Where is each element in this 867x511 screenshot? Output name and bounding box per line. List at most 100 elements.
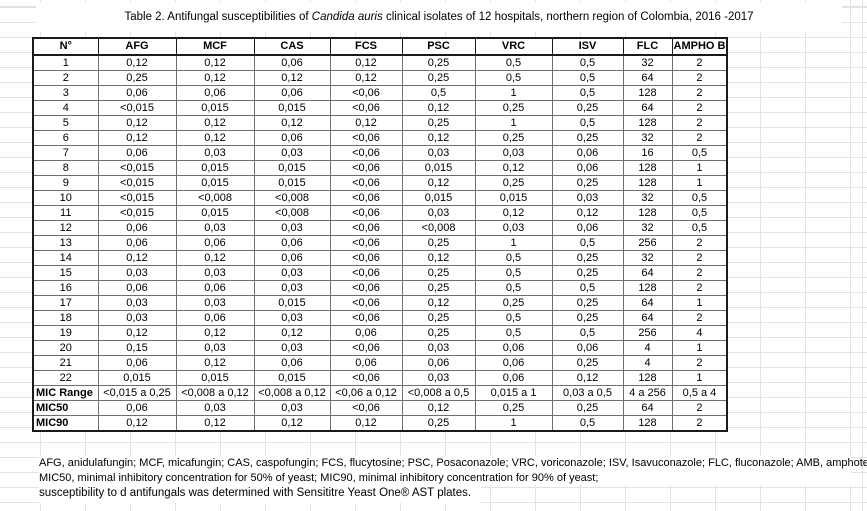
table-row: 17 0,03 0,03 0,015 <0,06 0,12 0,25 0,25 64 1 (32, 295, 728, 311)
mic-value-cell: 0,06 (97, 220, 177, 236)
mic-value-cell: 0,25 (474, 175, 553, 191)
mic-value-cell: 0,06 (97, 85, 177, 101)
mic-value-cell: 0,06 (253, 355, 331, 371)
mic-value-cell: 0,06 (551, 340, 624, 356)
column-header: N° (32, 37, 99, 56)
mic-value-cell: <0,06 (329, 100, 403, 116)
mic-value-cell: 0,06 (253, 85, 331, 101)
isolate-number-cell: 10 (32, 190, 99, 206)
mic-value-cell: 0,12 (401, 295, 476, 311)
mic-value-cell: 0,12 (253, 325, 331, 341)
mic-value-cell: 0,12 (401, 175, 476, 191)
isolate-number-cell: 18 (32, 310, 99, 326)
summary-value-cell: 0,5 (551, 415, 624, 432)
mic-value-cell: 0,06 (551, 220, 624, 236)
table-title-suffix: clinical isolates of 12 hospitals, north… (382, 11, 754, 23)
mic-value-cell: 2 (671, 85, 728, 101)
mic-value-cell: 32 (622, 190, 673, 206)
mic-value-cell: 0,015 (175, 370, 255, 386)
mic-value-cell: 0,06 (175, 310, 255, 326)
mic-value-cell: 0,015 (175, 100, 255, 116)
isolate-number-cell: 3 (32, 85, 99, 101)
mic-value-cell: 0,06 (474, 355, 553, 371)
mic-value-cell: 0,12 (401, 100, 476, 116)
isolate-number-cell: 22 (32, 370, 99, 386)
mic-value-cell: 0,25 (401, 70, 476, 86)
mic-value-cell: 32 (622, 220, 673, 236)
summary-value-cell: 2 (671, 400, 728, 416)
mic-value-cell: <0,008 (175, 190, 255, 206)
table-row: 4 <0,015 0,015 0,015 <0,06 0,12 0,25 0,25 64 2 (32, 100, 728, 116)
mic-value-cell: 0,06 (551, 145, 624, 161)
summary-value-cell: <0,06 (329, 400, 403, 416)
summary-value-cell: 0,03 (175, 400, 255, 416)
mic-value-cell: 0,12 (253, 70, 331, 86)
mic-value-cell: <0,06 (329, 205, 403, 221)
summary-row-label: MIC Range (32, 385, 99, 401)
mic-value-cell: <0,008 (401, 220, 476, 236)
mic-value-cell: 256 (622, 325, 673, 341)
mic-value-cell: 0,06 (253, 130, 331, 146)
mic-value-cell: <0,015 (97, 190, 177, 206)
isolate-number-cell: 19 (32, 325, 99, 341)
mic-value-cell: 0,25 (401, 235, 476, 251)
mic-value-cell: 0,5 (474, 250, 553, 266)
mic-value-cell: 0,015 (253, 100, 331, 116)
isolate-number-cell: 17 (32, 295, 99, 311)
column-header: ISV (551, 37, 624, 56)
mic-value-cell: 0,06 (253, 250, 331, 266)
mic-value-cell: 2 (671, 310, 728, 326)
mic-value-cell: <0,015 (97, 205, 177, 221)
mic-value-cell: <0,06 (329, 85, 403, 101)
mic-value-cell: 0,06 (474, 340, 553, 356)
mic-value-cell: 0,03 (175, 265, 255, 281)
mic-value-cell: 0,12 (401, 250, 476, 266)
mic-value-cell: 2 (671, 54, 728, 71)
mic-value-cell: 0,5 (551, 70, 624, 86)
table-row: 3 0,06 0,06 0,06 <0,06 0,5 1 0,5 128 2 (32, 85, 728, 101)
mic-value-cell: 1 (474, 235, 553, 251)
mic-value-cell: <0,06 (329, 265, 403, 281)
mic-value-cell: 128 (622, 370, 673, 386)
isolate-number-cell: 5 (32, 115, 99, 131)
mic-value-cell: 0,25 (551, 355, 624, 371)
mic-value-cell: 16 (622, 145, 673, 161)
isolate-number-cell: 1 (32, 54, 99, 71)
isolate-number-cell: 8 (32, 160, 99, 176)
mic-value-cell: 0,25 (551, 265, 624, 281)
table-row: 1 0,12 0,12 0,06 0,12 0,25 0,5 0,5 32 2 (32, 54, 728, 71)
mic-value-cell: 0,015 (253, 175, 331, 191)
mic-value-cell: 0,25 (401, 310, 476, 326)
mic-value-cell: <0,06 (329, 220, 403, 236)
mic-value-cell: 0,03 (401, 340, 476, 356)
mic-value-cell: 2 (671, 265, 728, 281)
table-row: 15 0,03 0,03 0,03 <0,06 0,25 0,5 0,25 64 2 (32, 265, 728, 281)
mic-value-cell: <0,06 (329, 280, 403, 296)
table-row: 21 0,06 0,12 0,06 0,06 0,06 0,06 0,25 4 2 (32, 355, 728, 371)
mic-value-cell: 128 (622, 280, 673, 296)
mic-value-cell: 0,03 (97, 295, 177, 311)
mic-value-cell: 0,06 (97, 355, 177, 371)
mic-value-cell: 0,03 (253, 310, 331, 326)
mic-value-cell: 4 (622, 340, 673, 356)
mic-value-cell: <0,06 (329, 340, 403, 356)
mic-value-cell: <0,015 (97, 175, 177, 191)
mic-value-cell: 0,25 (401, 54, 476, 71)
mic-value-cell: <0,06 (329, 145, 403, 161)
mic-value-cell: 0,12 (97, 250, 177, 266)
column-header: CAS (253, 37, 331, 56)
table-row: 13 0,06 0,06 0,06 <0,06 0,25 1 0,5 256 2 (32, 235, 728, 251)
column-header: FLC (622, 37, 673, 56)
mic-value-cell: 0,12 (401, 130, 476, 146)
mic-value-cell: 0,25 (474, 100, 553, 116)
summary-value-cell: <0,008 a 0,12 (253, 385, 331, 401)
mic-value-cell: 0,5 (551, 54, 624, 71)
mic-value-cell: 0,5 (671, 145, 728, 161)
mic-value-cell: 0,06 (401, 355, 476, 371)
isolate-number-cell: 11 (32, 205, 99, 221)
column-header: AMPHO B (671, 37, 728, 56)
mic-value-cell: 0,12 (329, 70, 403, 86)
mic-value-cell: 0,12 (175, 115, 255, 131)
mic-value-cell: 0,5 (474, 265, 553, 281)
